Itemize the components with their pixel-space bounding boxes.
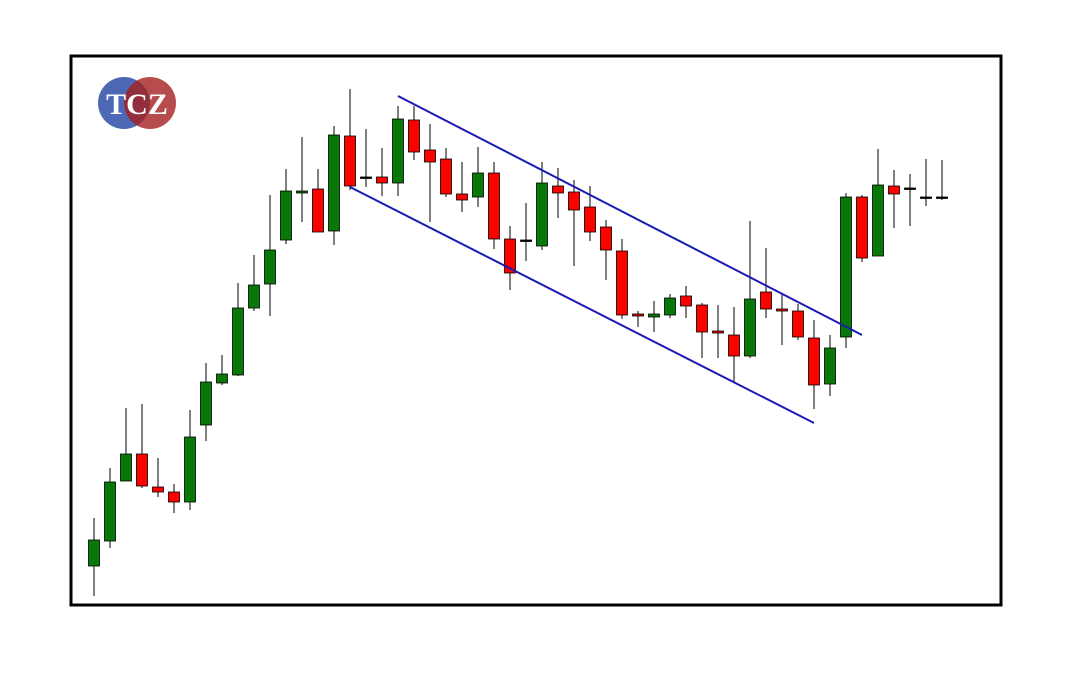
channel-upper (397, 95, 863, 336)
candle-body (440, 158, 452, 195)
candle-body (536, 182, 548, 247)
candle-body (360, 176, 372, 179)
candle-body (488, 172, 500, 240)
candles (88, 89, 948, 596)
candle-body (936, 196, 948, 199)
candle-body (920, 196, 932, 199)
candle-body (216, 373, 228, 384)
candle-body (744, 298, 756, 357)
candle-body (888, 185, 900, 195)
candle-body (808, 337, 820, 386)
candle-body (856, 196, 868, 259)
candle-body (88, 539, 100, 567)
candle-body (248, 284, 260, 309)
candle-body (648, 313, 660, 318)
candle-body (120, 453, 132, 482)
candle-body (552, 185, 564, 194)
candle-body (520, 239, 532, 242)
candle-body (472, 172, 484, 198)
candle-body (392, 118, 404, 184)
candle-body (104, 481, 116, 542)
candle-body (280, 190, 292, 241)
candle-body (712, 330, 724, 334)
channel-lower (349, 186, 815, 424)
candle-body (568, 191, 580, 211)
candle-body (904, 187, 916, 190)
candle-body (456, 193, 468, 201)
candle-body (696, 304, 708, 333)
candle-body (264, 249, 276, 285)
candle-body (200, 381, 212, 426)
candle-body (872, 184, 884, 257)
candle-body (760, 291, 772, 310)
candle-body (232, 307, 244, 376)
logo: TCZ (98, 77, 176, 129)
candle-body (184, 436, 196, 503)
candle-body (408, 119, 420, 153)
candle-body (776, 308, 788, 312)
candle-body (136, 453, 148, 487)
logo-circle-red (124, 77, 176, 129)
candle-body (728, 334, 740, 357)
candle-body (504, 238, 516, 274)
candle-body (344, 135, 356, 187)
candle-body (328, 134, 340, 232)
chart-frame (69, 54, 1003, 607)
candle-body (664, 297, 676, 316)
candle-body (296, 190, 308, 194)
candle-body (616, 250, 628, 316)
candle-body (680, 295, 692, 307)
candle-body (824, 347, 836, 385)
candle-body (840, 196, 852, 338)
candle-body (424, 149, 436, 163)
candle-body (168, 491, 180, 503)
candle-body (376, 176, 388, 184)
candle-body (632, 313, 644, 317)
candle-body (312, 188, 324, 233)
candle-body (792, 310, 804, 338)
candle-body (584, 206, 596, 233)
logo-text: TCZ (106, 88, 168, 121)
candle-body (600, 226, 612, 251)
candle-body (152, 486, 164, 493)
